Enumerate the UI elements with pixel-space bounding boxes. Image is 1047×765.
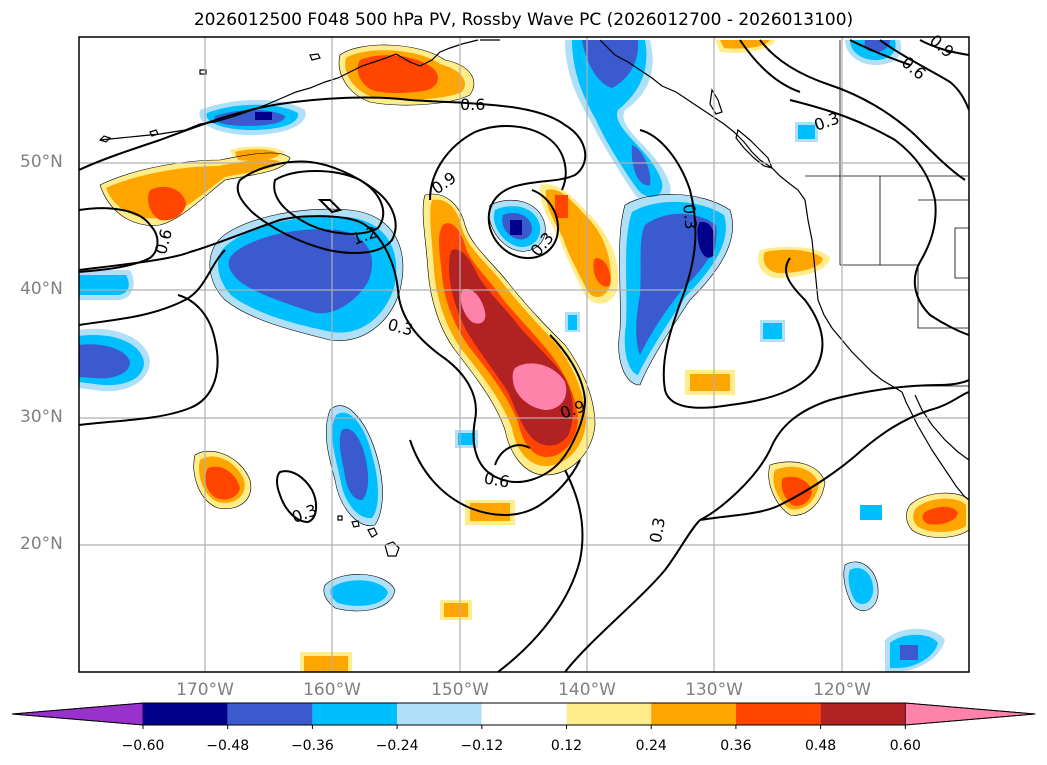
colorbar-segment (312, 703, 398, 725)
colorbar-tick-label: 0.12 (550, 738, 583, 754)
map-frame (78, 36, 970, 673)
coastlines (98, 39, 969, 557)
colorbar-segment (651, 703, 736, 725)
lon-label-130w: 130°W (685, 680, 743, 700)
colorbar (11, 702, 1036, 729)
lat-label-50: 50°N (20, 152, 63, 172)
lon-label-120w: 120°W (813, 680, 871, 700)
colorbar-tick-label: 0.60 (889, 738, 921, 754)
map-title: 2026012500 F048 500 hPa PV, Rossby Wave … (193, 10, 854, 30)
colorbar-tick-label: −0.60 (121, 738, 165, 754)
colorbar-segment (397, 703, 482, 725)
contour-label: 0.6 (460, 95, 485, 114)
colorbar-tick-label: −0.36 (290, 738, 334, 754)
pv-contours (79, 39, 969, 672)
colorbar-tick-label: 0.48 (805, 738, 837, 754)
colorbar-segment (143, 703, 228, 725)
lat-label-20: 20°N (20, 534, 63, 554)
contour-label: 0.3 (679, 203, 700, 230)
colorbar-segment (566, 703, 652, 725)
colorbar-tick-label: −0.48 (206, 738, 250, 754)
lon-label-140w: 140°W (558, 680, 616, 700)
lon-label-160w: 160°W (303, 680, 361, 700)
lon-label-170w: 170°W (176, 680, 234, 700)
contour-label: 0.3 (646, 516, 669, 544)
lon-label-150w: 150°W (431, 680, 489, 700)
lat-label-30: 30°N (20, 407, 63, 427)
contour-label: 0.6 (483, 468, 511, 491)
colorbar-segment (481, 703, 567, 725)
colorbar-tick-label: 0.36 (720, 738, 752, 754)
lat-label-40: 40°N (20, 279, 63, 299)
colorbar-extend-low (11, 702, 144, 726)
colorbar-segment (227, 703, 313, 725)
colorbar-tick-label: 0.24 (635, 738, 667, 754)
colorbar-segment (735, 703, 821, 725)
colorbar-tick-label: −0.24 (375, 738, 419, 754)
colorbar-tick-label: −0.12 (460, 738, 504, 754)
colorbar-extend-high (904, 702, 1036, 726)
colorbar-segment (820, 703, 906, 725)
